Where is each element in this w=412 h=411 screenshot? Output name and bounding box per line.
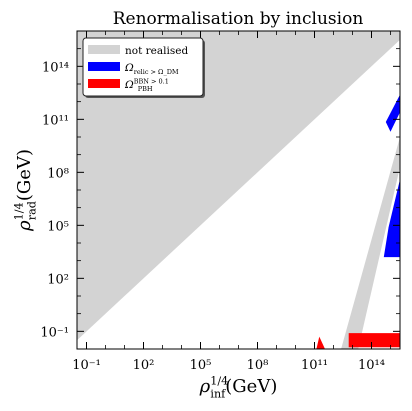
y-axis-label-text: ρ1/4rad(GeV) (12, 149, 38, 232)
y-tick-label: 10⁵ (47, 219, 69, 234)
region---relic-----dm-0 (385, 94, 400, 132)
legend: not realised Ωrelic > Ω_DM ΩBBN > 0.1 PBH (82, 37, 205, 98)
legend-label: Ωrelic > Ω_DM (124, 62, 179, 76)
legend-swatch (88, 79, 120, 88)
x-tick-label: 10¹¹ (301, 358, 328, 373)
axis-ticks: 10⁻¹ 10² 10⁵ 10⁸ 10¹¹ 10¹⁴ 10⁻¹ 10² 10⁵ 10⁸ 10¹¹ 10… (40, 30, 400, 373)
x-tick-label: 10² (133, 358, 155, 373)
y-tick-label: 10⁻¹ (40, 325, 69, 340)
legend-label: not realised (125, 45, 188, 57)
x-axis-label: ρ1/4 inf(GeV) (199, 374, 278, 400)
region---pbh-bbn-------0 (348, 333, 400, 348)
y-tick-label: 10⁸ (47, 166, 69, 181)
x-tick-label: 10¹⁴ (358, 358, 385, 373)
y-tick-label: 10¹⁴ (42, 60, 69, 75)
x-tick-label: 10⁵ (190, 358, 212, 373)
plot-regions (77, 31, 400, 349)
legend-swatch (88, 45, 120, 54)
legend-label: ΩBBN > 0.1 PBH (124, 78, 169, 94)
y-tick-label: 10² (47, 272, 69, 287)
x-tick-label: 10⁻¹ (72, 358, 101, 373)
legend-swatch (88, 62, 120, 71)
region---relic-----dm-1 (383, 179, 400, 258)
chart-title: Renormalisation by inclusion (113, 9, 364, 29)
region-not-realised-0 (77, 31, 400, 341)
region---pbh-bbn-------1 (316, 336, 325, 349)
y-axis-label: ρ1/4rad(GeV) (12, 149, 38, 232)
y-tick-label: 10¹¹ (42, 113, 69, 128)
x-axis-label-text: ρ1/4 inf(GeV) (199, 374, 278, 400)
region-not-realised-1 (341, 137, 400, 349)
x-tick-label: 10⁸ (247, 358, 269, 373)
